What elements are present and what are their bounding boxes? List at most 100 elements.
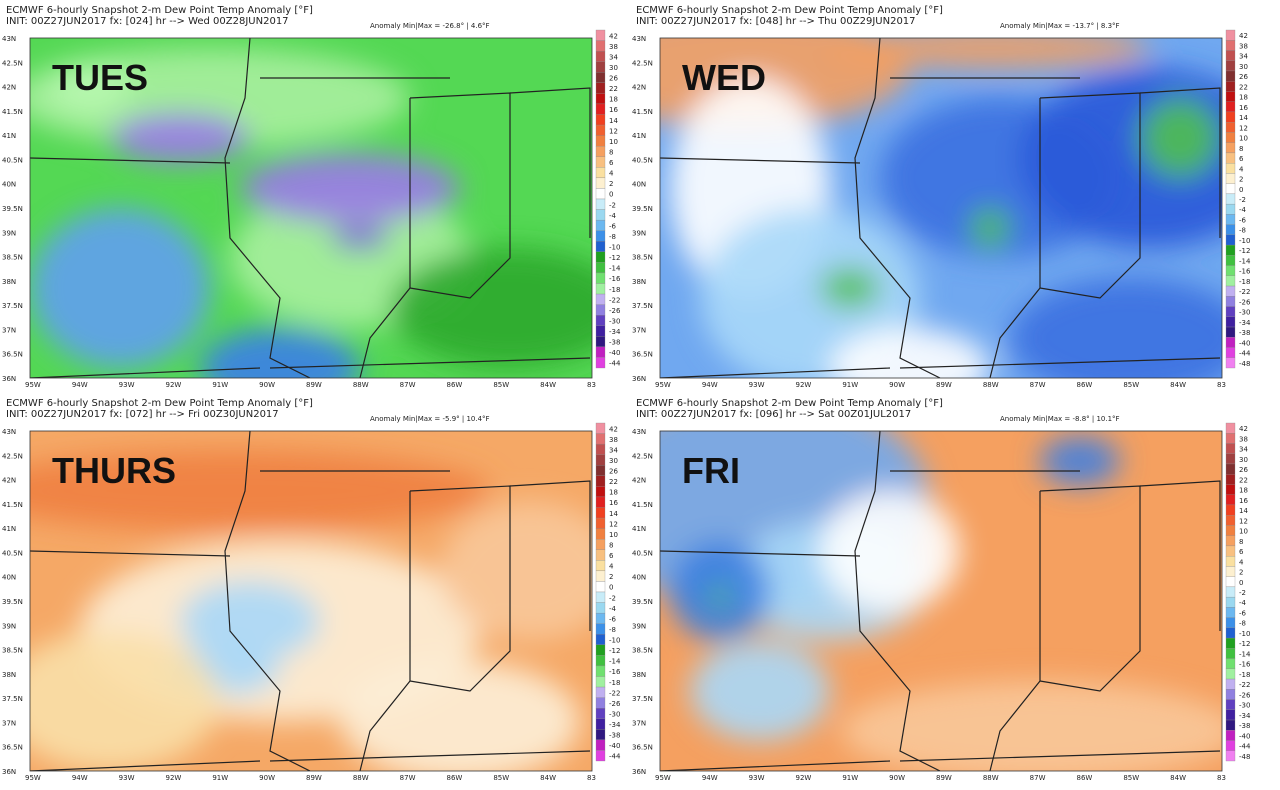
colorbar-swatch xyxy=(595,486,606,498)
colorbar-swatch xyxy=(1225,285,1236,297)
colorbar-label: 2 xyxy=(1239,569,1243,577)
lon-label: 91W xyxy=(212,381,228,389)
lon-label: 83 xyxy=(1217,774,1226,782)
lat-label: 40N xyxy=(632,574,646,582)
colorbar-label: 22 xyxy=(609,85,618,93)
colorbar-label: 38 xyxy=(609,43,618,51)
colorbar-swatch xyxy=(595,357,606,369)
lon-label: 93W xyxy=(119,774,135,782)
colorbar-swatch xyxy=(1225,433,1236,444)
state-borders xyxy=(30,38,591,378)
colorbar-label: 18 xyxy=(609,489,618,497)
colorbar-swatch xyxy=(1225,750,1236,762)
colorbar-label: -14 xyxy=(609,658,621,666)
colorbar-label: -4 xyxy=(609,212,617,220)
state-border xyxy=(30,760,261,771)
lon-label: 94W xyxy=(72,381,88,389)
colorbar-label: 4 xyxy=(609,563,614,571)
colorbar-label: 12 xyxy=(609,520,618,528)
colorbar-label: 30 xyxy=(609,457,618,465)
colorbar-swatch xyxy=(1225,132,1236,143)
colorbar-label: 12 xyxy=(1239,124,1248,132)
colorbar-swatch xyxy=(595,697,606,709)
colorbar-label: 14 xyxy=(609,510,618,518)
colorbar-swatch xyxy=(595,40,606,52)
colorbar-label: -30 xyxy=(609,317,620,325)
state-border xyxy=(509,480,591,631)
colorbar-swatch xyxy=(595,623,606,635)
colorbar-swatch xyxy=(595,72,606,83)
colorbar-swatch xyxy=(1225,60,1236,72)
colorbar-swatch xyxy=(595,718,606,730)
colorbar-label: -40 xyxy=(609,349,620,357)
lon-label: 90W xyxy=(889,381,905,389)
colorbar-swatch xyxy=(595,93,606,105)
colorbar-label: -30 xyxy=(609,710,620,718)
colorbar-label: 4 xyxy=(1239,558,1244,566)
state-border xyxy=(1139,480,1221,631)
colorbar-label: -30 xyxy=(1239,702,1250,710)
colorbar-swatch xyxy=(1225,719,1236,731)
lon-label: 88W xyxy=(353,774,369,782)
colorbar-label: 6 xyxy=(609,552,614,560)
colorbar-swatch xyxy=(1225,142,1236,154)
colorbar-swatch xyxy=(595,634,606,645)
colorbar-swatch xyxy=(1225,545,1236,557)
colorbar-label: -10 xyxy=(609,637,620,645)
colorbar-label: -16 xyxy=(1239,661,1251,669)
colorbar-swatch xyxy=(1225,422,1236,434)
colorbar-label: 18 xyxy=(1239,487,1248,495)
colorbar-swatch xyxy=(595,496,606,508)
lat-label: 37.5N xyxy=(2,695,23,703)
lon-label: 83 xyxy=(1217,381,1226,389)
colorbar-swatch xyxy=(595,177,606,189)
colorbar-label: -38 xyxy=(1239,329,1250,337)
colorbar-label: -12 xyxy=(609,254,620,262)
lat-label: 38N xyxy=(2,671,16,679)
colorbar-swatch xyxy=(595,293,606,305)
colorbar-swatch xyxy=(595,422,606,434)
colorbar-swatch xyxy=(595,135,606,147)
colorbar-swatch xyxy=(595,241,606,252)
colorbar-swatch xyxy=(1225,504,1236,516)
day-label: WED xyxy=(682,57,766,98)
map-frame xyxy=(29,37,593,379)
colorbar-label: -8 xyxy=(1239,227,1246,235)
day-label: TUES xyxy=(52,57,148,98)
colorbar-label: -4 xyxy=(1239,599,1247,607)
lat-label: 37N xyxy=(632,719,646,727)
colorbar-label: 18 xyxy=(1239,94,1248,102)
anomaly-field xyxy=(660,38,1222,378)
panel: ECMWF 6-hourly Snapshot 2-m Dew Point Te… xyxy=(632,398,1251,782)
colorbar-label: 6 xyxy=(609,159,614,167)
colorbar-label: -6 xyxy=(609,615,617,623)
colorbar-label: 42 xyxy=(609,32,618,40)
colorbar-label: 0 xyxy=(609,584,613,592)
colorbar-label: 38 xyxy=(1239,42,1248,50)
colorbar-swatch xyxy=(1225,337,1236,348)
lat-label: 37.5N xyxy=(2,302,23,310)
lon-label: 94W xyxy=(702,774,718,782)
anomaly-blob xyxy=(390,248,592,368)
colorbar-label: -26 xyxy=(609,700,621,708)
lat-label: 42.5N xyxy=(632,59,653,67)
colorbar-swatch xyxy=(595,591,606,603)
colorbar-swatch xyxy=(595,729,606,741)
colorbar-swatch xyxy=(1225,474,1236,485)
colorbar-swatch xyxy=(1225,699,1236,710)
colorbar-swatch xyxy=(595,315,606,326)
lat-label: 40N xyxy=(2,574,16,582)
colorbar-swatch xyxy=(1225,443,1236,454)
colorbar-swatch xyxy=(1225,689,1236,700)
state-border xyxy=(989,491,1041,771)
lon-label: 87W xyxy=(400,381,416,389)
anomaly-blob xyxy=(30,631,220,771)
lat-label: 36.5N xyxy=(632,744,653,752)
anomaly-blob xyxy=(820,491,960,611)
lat-label: 36N xyxy=(632,768,646,776)
colorbar-label: 12 xyxy=(1239,517,1248,525)
colorbar-swatch xyxy=(1225,40,1236,51)
colorbar-label: -30 xyxy=(1239,309,1250,317)
colorbar-label: -44 xyxy=(1239,350,1251,358)
state-border xyxy=(359,491,411,771)
